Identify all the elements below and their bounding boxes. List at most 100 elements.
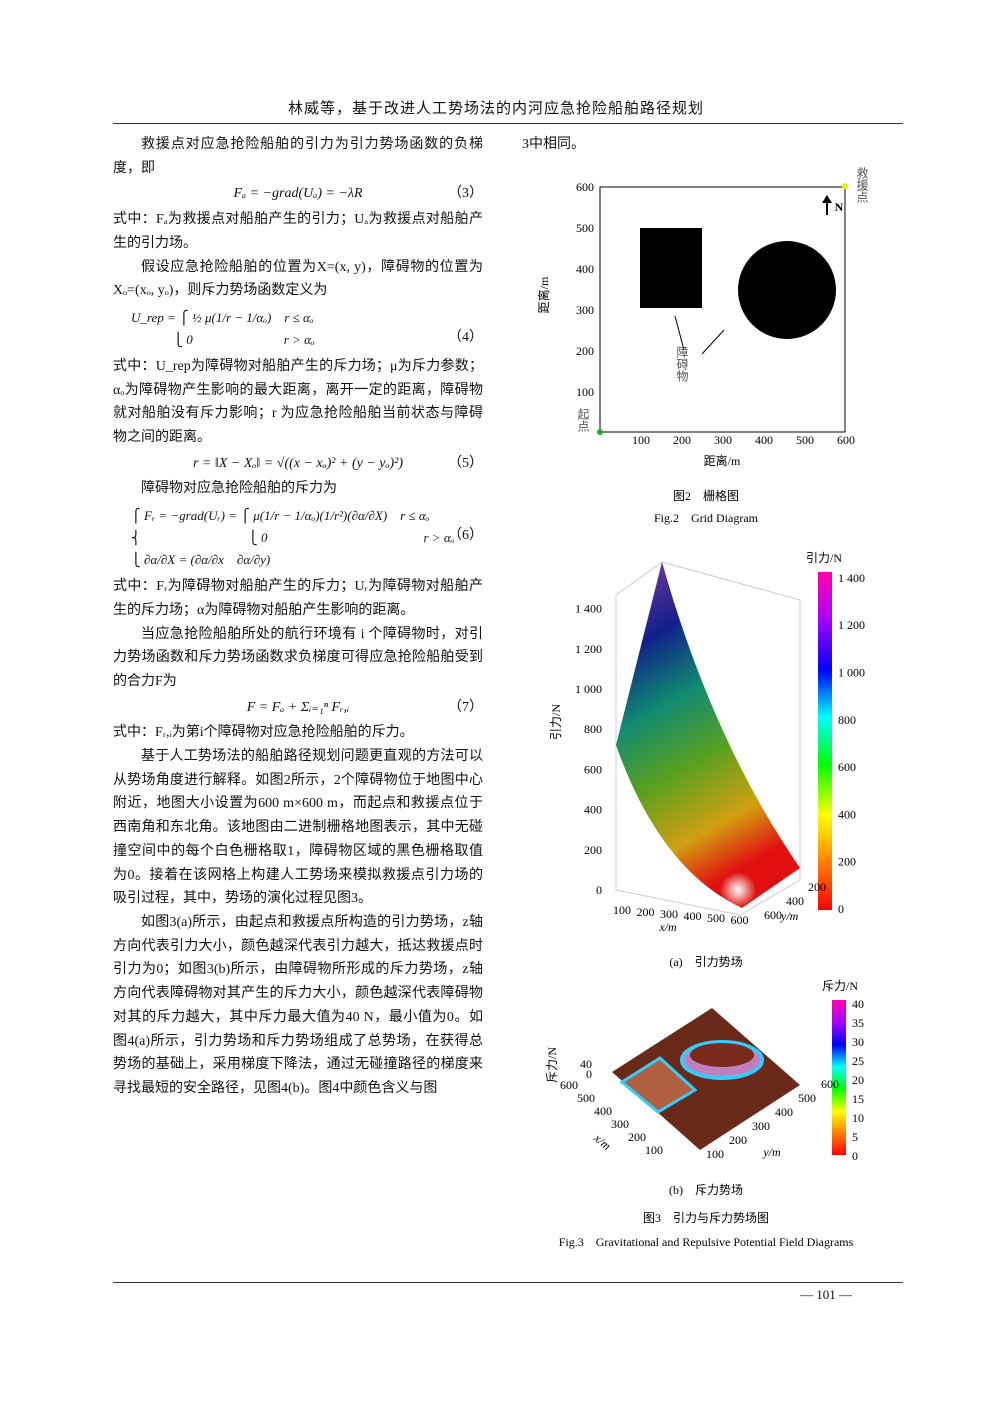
equation-line: ⎨ ⎩ 0 r > αₒ [131,530,455,546]
y-tick-label: 200 [808,880,826,894]
equation-line: U_rep = ⎧ ½ μ(1/r − 1/αₒ) r ≤ αₒ [131,309,314,325]
pointer [701,329,725,355]
x-tick-label: 200 [673,433,691,447]
colorbar-tick: 1 400 [838,571,865,585]
equation-body: Fₐ = −grad(Uₐ) = −λR [233,186,363,202]
colorbar-tick: 200 [838,855,856,869]
start-point [597,429,603,435]
x-tick-label: 300 [714,433,732,447]
paragraph: 假设应急抢险船舶的位置为X=(x, y)，障碍物的位置为Xₒ=(xₒ, yₒ)，… [113,259,483,299]
x-tick-label: 200 [637,905,655,919]
equation: U_rep = ⎧ ½ μ(1/r − 1/αₒ) r ≤ αₒ ⎩ 0 r >… [131,307,483,351]
caption: (b) 斥力势场 [669,1183,743,1197]
paragraph: 式中：Fₐ为救援点对船舶产生的引力；Uₐ为救援点对船舶产生的引力场。 [113,212,483,251]
equation-line: ⎩ ∂α/∂X = (∂α/∂x ∂α/∂y) [131,552,271,568]
obstacle-field-rect [619,1056,698,1114]
equation-body: r = ‖X − Xₒ‖ = √((x − xₒ)² + (y − yₒ)²) [193,455,403,471]
colorbar-tick: 35 [852,1016,864,1030]
colorbar-tick: 0 [838,902,844,916]
paragraph: 救援点对应急抢险船舶的引力为引力势场函数的负梯度，即 [113,137,483,176]
paragraph: 式中：Fᵣ为障碍物对船舶产生的斥力；Uᵣ为障碍物对船舶产生的斥力场；α为障碍物对… [113,579,483,618]
x-tick-label: 600 [560,1078,578,1092]
colorbar-tick: 25 [852,1054,864,1068]
equation-number: （4） [448,329,483,345]
x-tick-label: 300 [660,907,678,921]
caption: 图3 引力与斥力势场图 [643,1211,769,1225]
y-tick-label: 200 [729,1133,747,1147]
y-tick-label: 600 [764,908,782,922]
colorbar-tick: 5 [852,1130,858,1144]
page-number: — 101 — [800,1287,852,1302]
x-axis-label: 距离/m [704,453,741,468]
x-tick-label: 600 [731,913,749,927]
x-tick-label: 100 [632,433,650,447]
x-axis-label: x/m [658,920,677,934]
paragraph: 式中：Fᵣ,ᵢ为第i个障碍物对应急抢险船舶的斥力。 [113,725,414,741]
equation-body: F = Fₐ + Σᵢ₌₁ⁿ Fᵣ,ᵢ [246,699,350,715]
x-tick-label: 400 [684,909,702,923]
x-tick-label: 300 [611,1117,629,1131]
colorbar-tick: 600 [838,760,856,774]
colorbar-tick: 30 [852,1035,864,1049]
colorbar-tick: 1 200 [838,618,865,632]
y-tick-label: 400 [576,262,594,276]
x-tick-label: 200 [628,1130,646,1144]
colorbar-tick: 800 [838,713,856,727]
y-tick-label: 400 [775,1105,793,1119]
y-tick-label: 600 [576,180,594,194]
obstacle-field-top [690,1043,754,1067]
paragraph: 如图3(a)所示，由起点和救援点所构造的引力势场，z轴方向代表引力大小，颜色越深… [113,914,483,1096]
potential-plate [612,1008,800,1150]
z-tick-label: 200 [584,843,602,857]
y-tick-label: 100 [706,1147,724,1161]
y-tick-label: 500 [798,1091,816,1105]
y-axis-label: y/m [780,909,799,923]
obstacle-circle [738,241,836,339]
y-tick-label: 200 [576,344,594,358]
z-axis-label: 引力/N [549,704,563,740]
colorbar-tick: 20 [852,1073,864,1087]
colorbar-tick: 1 000 [838,666,865,680]
paragraph: 式中：U_rep为障碍物对船舶产生的斥力场；μ为斥力参数；αₒ为障碍物产生影响的… [113,358,483,446]
x-tick-label: 500 [707,911,725,925]
z-tick-label: 1 000 [575,682,602,696]
colorbar [832,1000,846,1155]
colorbar-tick: 15 [852,1092,864,1106]
pointer [674,315,685,351]
z-tick-label: 0 [596,883,602,897]
equation-number: （3） [448,186,483,202]
z-tick-label: 1 200 [575,642,602,656]
x-tick-label: 100 [645,1143,663,1157]
colorbar [818,572,832,910]
z-tick-label: 800 [584,722,602,736]
obstacle-rect [640,228,702,308]
x-tick-label: 400 [594,1104,612,1118]
running-header: 林威等，基于改进人工势场法的内河应急抢险船舶路径规划 [287,101,704,117]
z-tick-label: 40 [580,1057,592,1071]
caption: 图2 栅格图 [673,488,739,503]
start-label: 起点 [576,408,590,432]
equation: r = ‖X − Xₒ‖ = √((x − xₒ)² + (y − yₒ)²) （… [113,452,483,476]
y-tick-label: 600 [821,1077,839,1091]
colorbar-tick: 400 [838,807,856,821]
caption: Fig.3 Gravitational and Repulsive Potent… [559,1235,854,1249]
north-label: N [835,200,844,214]
equation: Fₐ = −grad(Uₐ) = −λR （3） [113,182,483,206]
equation-number: （6） [448,528,483,544]
paragraph: 基于人工势场法的船舶路径规划问题更直观的方法可以从势场角度进行解释。如图2所示，… [113,749,483,907]
y-tick-label: 400 [786,894,804,908]
colorbar-tick: 10 [852,1111,864,1125]
colorbar-tick: 40 [852,997,864,1011]
z-tick-label: 0 [586,1067,592,1081]
caption: Fig.2 Grid Diagram [654,511,759,525]
axes-box [615,561,801,916]
equation: F = Fₐ + Σᵢ₌₁ⁿ Fᵣ,ᵢ （7） [113,696,483,720]
footer-rule [113,1282,903,1283]
x-tick-label: 500 [796,433,814,447]
paragraph: 3中相同。 [522,137,585,152]
y-axis-label: y/m [762,1145,781,1159]
colorbar-tick: 0 [852,1149,858,1163]
header-rule [113,123,903,124]
